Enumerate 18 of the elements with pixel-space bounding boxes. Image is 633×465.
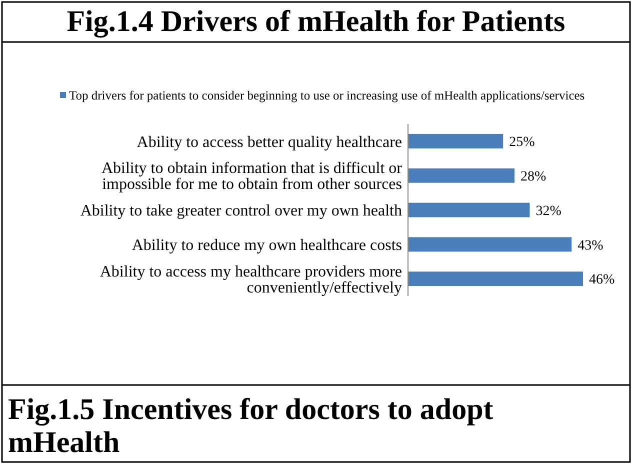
y-tick-label: Ability to take greater control over my own health xyxy=(80,202,402,220)
y-tick-label: Ability to reduce my own healthcare costs xyxy=(132,237,402,254)
y-tick-label: Ability to access my healthcare providers more conveniently/effectively xyxy=(100,263,402,296)
y-tick-label: Ability to obtain information that is difficult or impossible for me to obtain from other sources xyxy=(101,160,403,194)
bar xyxy=(408,237,572,252)
bar xyxy=(408,202,530,218)
bar xyxy=(408,168,515,183)
caption: Fig.1.5 Incentives for doctors to adopt mHealth xyxy=(8,393,494,459)
legend-label: Top drivers for patients to consider beginning to use or increasing use of mHealth applications/services xyxy=(69,88,585,102)
bar xyxy=(408,134,504,148)
data-label: 25% xyxy=(509,135,536,150)
data-label: 46% xyxy=(589,272,615,288)
y-tick-label: Ability to access better quality healthcare xyxy=(136,134,402,151)
bar xyxy=(408,272,583,286)
data-label: 32% xyxy=(536,204,562,219)
data-label: 28% xyxy=(520,170,547,184)
chart-title: Fig.1.4 Drivers of mHealth for Patients xyxy=(66,5,566,38)
data-label: 43% xyxy=(578,238,604,254)
